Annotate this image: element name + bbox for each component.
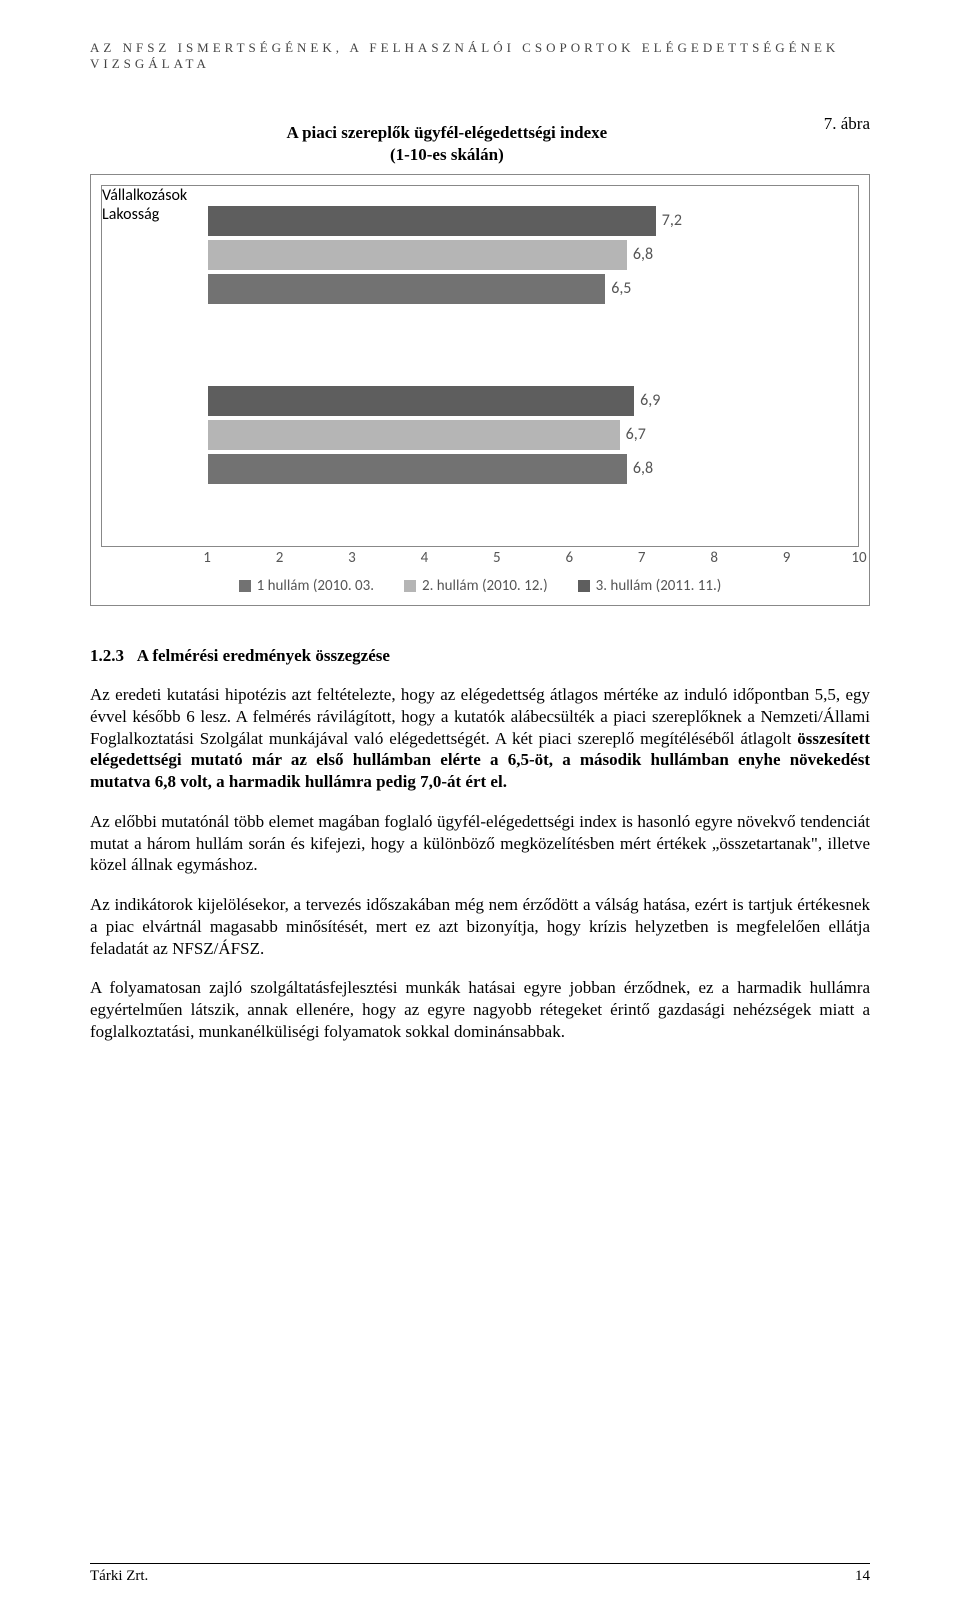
chart-bar [208,240,627,270]
chart-legend: 1 hullám (2010. 03. 2. hullám (2010. 12.)… [91,571,869,605]
section-number: 1.2.3 [90,646,124,665]
chart-bar-value-label: 6,8 [633,454,653,484]
chart-legend-item: 3. hullám (2011. 11.) [578,577,722,595]
chart-bar [208,386,634,416]
figure-caption: A piaci szereplők ügyfél-elégedettségi i… [90,122,804,166]
footer-left: Tárki Zrt. [90,1568,148,1585]
chart-x-axis: 12345678910 [101,547,859,571]
chart-container: Vállalkozások7,26,86,5Lakosság6,96,76,8 … [90,174,870,606]
figure-caption-line1: A piaci szereplők ügyfél-elégedettségi i… [286,123,607,142]
figure-label: 7. ábra [824,114,870,134]
chart-bar-value-label: 6,9 [640,386,660,416]
chart-x-tick: 5 [493,549,501,567]
chart-category-label: Lakosság [102,205,200,224]
chart-bar [208,420,620,450]
chart-legend-item: 1 hullám (2010. 03. [239,577,374,595]
chart-x-tick: 6 [565,549,573,567]
chart-x-tick: 3 [348,549,356,567]
chart-legend-label: 2. hullám (2010. 12.) [422,577,548,595]
paragraph-3: Az indikátorok kijelölésekor, a tervezés… [90,894,870,959]
chart-bar [208,454,627,484]
chart-plot-area: Vállalkozások7,26,86,5Lakosság6,96,76,8 [101,185,859,547]
paragraph-4: A folyamatosan zajló szolgáltatásfejlesz… [90,977,870,1042]
chart-x-tick: 8 [710,549,718,567]
chart-bar-value-label: 7,2 [662,206,682,236]
chart-legend-item: 2. hullám (2010. 12.) [404,577,548,595]
figure-caption-line2: (1-10-es skálán) [390,145,504,164]
section-title: A felmérési eredmények összegzése [137,646,390,665]
section-heading: 1.2.3 A felmérési eredmények összegzése [90,646,870,666]
chart-x-tick: 10 [851,549,866,567]
chart-x-tick: 2 [276,549,284,567]
running-header: AZ NFSZ ISMERTSÉGÉNEK, A FELHASZNÁLÓI CS… [90,40,870,72]
paragraph-2: Az előbbi mutatónál több elemet magában … [90,811,870,876]
chart-bar-value-label: 6,7 [626,420,646,450]
chart-x-tick: 9 [783,549,791,567]
chart-legend-label: 3. hullám (2011. 11.) [596,577,722,595]
chart-x-tick: 7 [638,549,646,567]
chart-legend-swatch [404,580,416,592]
chart-bar [208,274,605,304]
footer-page-number: 14 [855,1568,870,1585]
chart-bar [208,206,656,236]
chart-bar-value-label: 6,5 [611,274,631,304]
chart-legend-swatch [239,580,251,592]
chart-legend-swatch [578,580,590,592]
chart-category-label: Vállalkozások [102,186,200,205]
page-footer: Tárki Zrt. 14 [90,1563,870,1585]
chart-legend-label: 1 hullám (2010. 03. [257,577,374,595]
paragraph-1: Az eredeti kutatási hipotézis azt feltét… [90,684,870,793]
chart-x-tick: 4 [421,549,429,567]
chart-x-tick: 1 [203,549,211,567]
chart-bar-value-label: 6,8 [633,240,653,270]
